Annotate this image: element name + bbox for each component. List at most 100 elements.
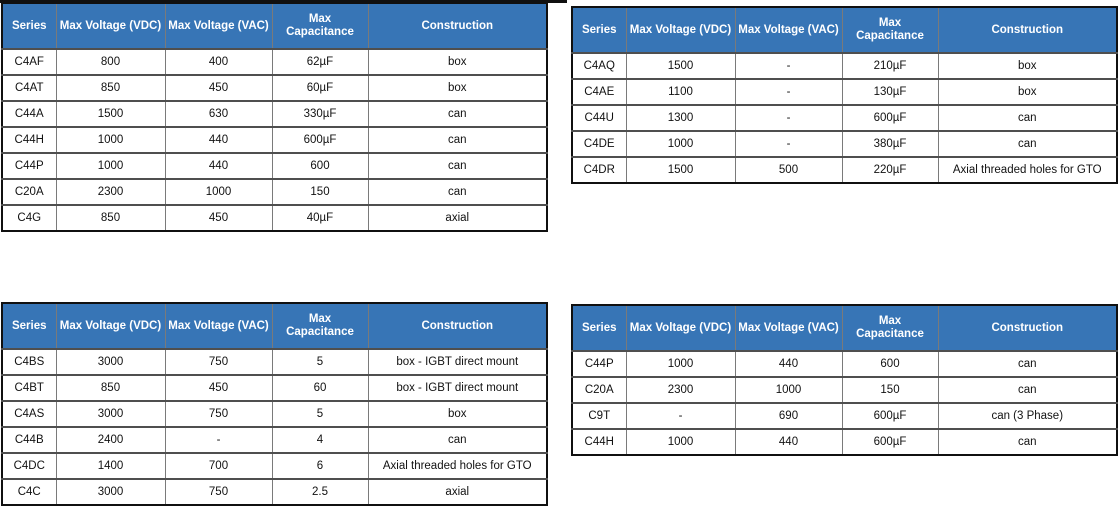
table-cell: C20A	[1, 178, 57, 206]
table-row: C20A 2300 1000 150 can	[571, 376, 1118, 404]
table-cell: box	[367, 74, 548, 102]
top-rule-divider	[0, 0, 567, 3]
header-row: Series Max Voltage (VDC) Max Voltage (VAC)…	[1, 302, 548, 350]
column-header: Max Capacitance	[271, 302, 369, 350]
table-cell: C4C	[1, 478, 57, 506]
table-cell: C44B	[1, 426, 57, 454]
table-cell: 1500	[55, 100, 166, 128]
table-cell: 850	[55, 374, 166, 402]
table-cell: 3000	[55, 400, 166, 428]
table-cell: C4BS	[1, 348, 57, 376]
table-row: C4G 850 450 40µF axial	[1, 204, 548, 232]
table-cell: C44U	[571, 104, 627, 132]
table-cell: -	[625, 402, 736, 430]
table-cell: C4DE	[571, 130, 627, 158]
table-cell: 700	[164, 452, 273, 480]
table-cell: 600µF	[841, 402, 939, 430]
table-cell: 1000	[625, 350, 736, 378]
table-cell: 2400	[55, 426, 166, 454]
column-header: Max Voltage (VAC)	[164, 2, 273, 50]
spec-table-bottom-left: Series Max Voltage (VDC) Max Voltage (VAC)…	[1, 302, 548, 506]
column-header: Max Voltage (VAC)	[734, 6, 843, 54]
table-cell: 750	[164, 400, 273, 428]
table-cell: C4AT	[1, 74, 57, 102]
table-row: C44H 1000 440 600µF can	[571, 428, 1118, 456]
table-row: C4DR 1500 500 220µF Axial threaded holes for…	[571, 156, 1118, 184]
table-cell: can	[937, 130, 1118, 158]
table-cell: 1100	[625, 78, 736, 106]
table-cell: box	[937, 78, 1118, 106]
table-cell: 1300	[625, 104, 736, 132]
table-cell: 4	[271, 426, 369, 454]
table-cell: box	[367, 48, 548, 76]
table-cell: C44H	[1, 126, 57, 154]
table-cell: can (3 Phase)	[937, 402, 1118, 430]
table-cell: C4AS	[1, 400, 57, 428]
table-cell: 440	[164, 126, 273, 154]
header-row: Series Max Voltage (VDC) Max Voltage (VAC)…	[571, 304, 1118, 352]
table-cell: C4AE	[571, 78, 627, 106]
table-cell: can	[367, 126, 548, 154]
column-header: Series	[571, 6, 627, 54]
column-header: Construction	[367, 2, 548, 50]
spec-table-top-left: Series Max Voltage (VDC) Max Voltage (VAC)…	[1, 2, 548, 232]
table-cell: 150	[271, 178, 369, 206]
table-cell: 450	[164, 374, 273, 402]
column-header: Max Voltage (VDC)	[625, 304, 736, 352]
table-cell: -	[734, 104, 843, 132]
table-cell: 3000	[55, 348, 166, 376]
table-cell: C44H	[571, 428, 627, 456]
table-cell: C44P	[571, 350, 627, 378]
table-row: C4C 3000 750 2.5 axial	[1, 478, 548, 506]
table-cell: C44A	[1, 100, 57, 128]
table-cell: -	[734, 78, 843, 106]
table-cell: 600µF	[271, 126, 369, 154]
table-cell: 440	[734, 350, 843, 378]
table-cell: C9T	[571, 402, 627, 430]
table-row: C44A 1500 630 330µF can	[1, 100, 548, 128]
table-cell: C20A	[571, 376, 627, 404]
spec-table-top-right: Series Max Voltage (VDC) Max Voltage (VAC)…	[571, 6, 1118, 184]
table-cell: box - IGBT direct mount	[367, 348, 548, 376]
table-cell: 400	[164, 48, 273, 76]
table-row: C44P 1000 440 600 can	[571, 350, 1118, 378]
table-cell: can	[367, 152, 548, 180]
table-cell: -	[734, 130, 843, 158]
table-row: C44H 1000 440 600µF can	[1, 126, 548, 154]
column-header: Construction	[367, 302, 548, 350]
table-cell: 850	[55, 204, 166, 232]
table-cell: 1000	[55, 152, 166, 180]
column-header: Max Capacitance	[841, 6, 939, 54]
table-cell: axial	[367, 478, 548, 506]
table-cell: -	[734, 52, 843, 80]
table-row: C4AF 800 400 62µF box	[1, 48, 548, 76]
table-cell: 5	[271, 400, 369, 428]
table-cell: 60µF	[271, 74, 369, 102]
table-cell: axial	[367, 204, 548, 232]
table-cell: 750	[164, 348, 273, 376]
table-cell: C4DR	[571, 156, 627, 184]
table-cell: C4BT	[1, 374, 57, 402]
table-cell: 1000	[625, 130, 736, 158]
column-header: Max Voltage (VDC)	[55, 302, 166, 350]
table-cell: 440	[734, 428, 843, 456]
table-cell: can	[937, 376, 1118, 404]
table-cell: C4AQ	[571, 52, 627, 80]
table-cell: 600µF	[841, 428, 939, 456]
table-cell: 600	[271, 152, 369, 180]
table-cell: box - IGBT direct mount	[367, 374, 548, 402]
table-cell: 1400	[55, 452, 166, 480]
table-cell: 1000	[734, 376, 843, 404]
table-row: C4DE 1000-380µF can	[571, 130, 1118, 158]
header-row: Series Max Voltage (VDC) Max Voltage (VAC)…	[1, 2, 548, 50]
column-header: Max Capacitance	[271, 2, 369, 50]
table-cell: 6	[271, 452, 369, 480]
header-row: Series Max Voltage (VDC) Max Voltage (VAC)…	[571, 6, 1118, 54]
table-cell: 130µF	[841, 78, 939, 106]
table-cell: 150	[841, 376, 939, 404]
table-cell: 1000	[625, 428, 736, 456]
table-cell: 1000	[164, 178, 273, 206]
table-cell: 220µF	[841, 156, 939, 184]
table-cell: 450	[164, 204, 273, 232]
table-cell: 60	[271, 374, 369, 402]
